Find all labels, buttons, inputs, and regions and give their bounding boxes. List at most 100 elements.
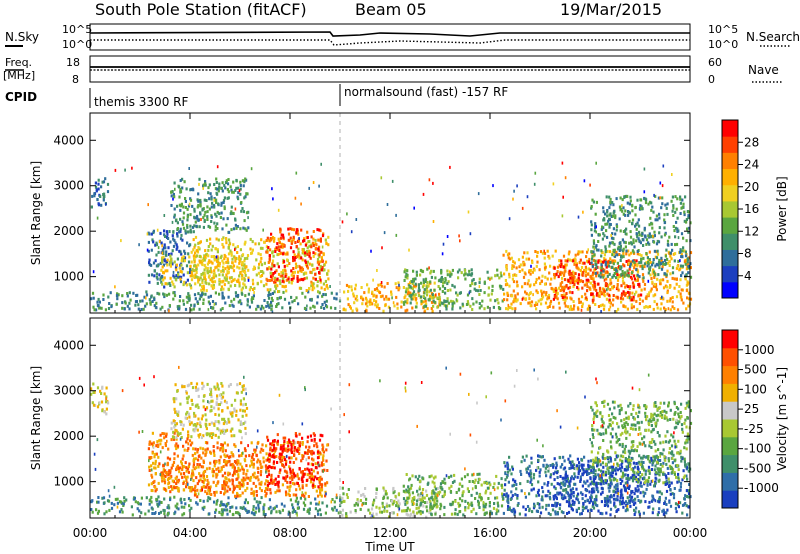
data-cell — [138, 243, 140, 247]
data-cell — [414, 282, 417, 286]
data-cell — [320, 494, 323, 498]
data-cell — [433, 485, 436, 489]
data-cell — [268, 460, 271, 463]
data-cell — [232, 454, 235, 458]
data-cell — [194, 220, 197, 224]
data-cell — [603, 278, 606, 282]
data-cell — [660, 206, 663, 210]
data-cell — [640, 260, 643, 264]
data-cell — [298, 452, 301, 455]
data-cell — [519, 263, 522, 267]
data-cell — [615, 223, 618, 227]
data-cell — [674, 226, 678, 230]
data-cell — [564, 298, 567, 302]
data-cell — [582, 270, 585, 274]
data-cell — [198, 199, 201, 203]
data-cell — [148, 502, 151, 506]
data-cell — [610, 214, 613, 218]
data-cell — [221, 273, 224, 277]
data-cell — [198, 241, 201, 245]
data-cell — [299, 242, 302, 246]
data-cell — [208, 489, 212, 493]
data-cell — [307, 495, 310, 498]
data-cell — [229, 429, 232, 433]
data-cell — [687, 226, 690, 230]
data-cell — [621, 238, 624, 242]
data-cell — [105, 202, 107, 206]
data-cell — [492, 184, 494, 188]
data-cell — [638, 253, 641, 257]
data-cell — [508, 284, 511, 288]
data-cell — [276, 439, 279, 443]
data-cell — [564, 269, 567, 273]
data-cell — [534, 250, 537, 253]
data-cell — [312, 237, 315, 241]
data-cell — [481, 299, 484, 303]
data-cell — [671, 305, 674, 309]
data-cell — [240, 288, 243, 292]
data-cell — [172, 193, 175, 196]
data-cell — [199, 202, 202, 206]
data-cell — [207, 261, 210, 264]
data-cell — [633, 245, 636, 249]
data-cell — [197, 394, 200, 398]
data-cell — [178, 185, 181, 189]
data-cell — [419, 273, 422, 277]
data-cell — [166, 269, 169, 273]
data-cell — [363, 495, 366, 499]
data-cell — [229, 212, 232, 216]
data-cell — [604, 250, 607, 254]
data-cell — [324, 494, 327, 498]
data-cell — [211, 467, 214, 471]
data-cell — [262, 306, 265, 310]
data-cell — [163, 509, 166, 513]
data-cell — [666, 289, 669, 293]
data-cell — [648, 305, 652, 309]
data-cell — [583, 283, 586, 287]
data-cell — [476, 472, 479, 476]
data-cell — [97, 297, 100, 301]
data-cell — [573, 304, 576, 308]
data-cell — [241, 273, 244, 277]
data-cell — [643, 262, 647, 266]
data-cell — [208, 183, 211, 187]
data-cell — [223, 483, 226, 487]
data-cell — [578, 301, 581, 304]
data-cell — [172, 430, 175, 434]
data-cell — [282, 436, 285, 440]
data-cell — [628, 296, 631, 300]
data-cell — [297, 477, 300, 481]
data-cell — [189, 224, 192, 228]
data-cell — [329, 285, 331, 288]
data-cell — [683, 249, 686, 253]
data-cell — [307, 462, 310, 466]
data-cell — [221, 259, 224, 263]
data-cell — [239, 462, 242, 466]
data-cell — [242, 384, 245, 388]
data-cell — [172, 461, 176, 464]
data-cell — [275, 269, 278, 273]
data-cell — [192, 307, 195, 311]
data-cell — [250, 298, 253, 302]
data-cell — [591, 254, 594, 258]
data-cell — [294, 256, 297, 259]
data-cell — [286, 264, 289, 268]
nsearch-tick-top: 10^5 — [708, 23, 738, 36]
data-cell — [554, 288, 557, 292]
data-cell — [560, 271, 563, 275]
data-cell — [183, 498, 186, 501]
data-cell — [178, 299, 181, 303]
data-cell — [92, 296, 95, 300]
data-cell — [116, 292, 119, 296]
station-title: South Pole Station (fitACF) — [95, 0, 307, 19]
data-cell — [382, 495, 386, 499]
data-cell — [513, 299, 516, 303]
data-cell — [233, 471, 236, 475]
data-cell — [354, 297, 357, 301]
data-cell — [184, 502, 187, 506]
data-cell — [237, 300, 240, 304]
data-cell — [193, 245, 196, 249]
data-cell — [438, 295, 441, 299]
data-cell — [627, 274, 630, 278]
data-cell — [342, 492, 345, 496]
